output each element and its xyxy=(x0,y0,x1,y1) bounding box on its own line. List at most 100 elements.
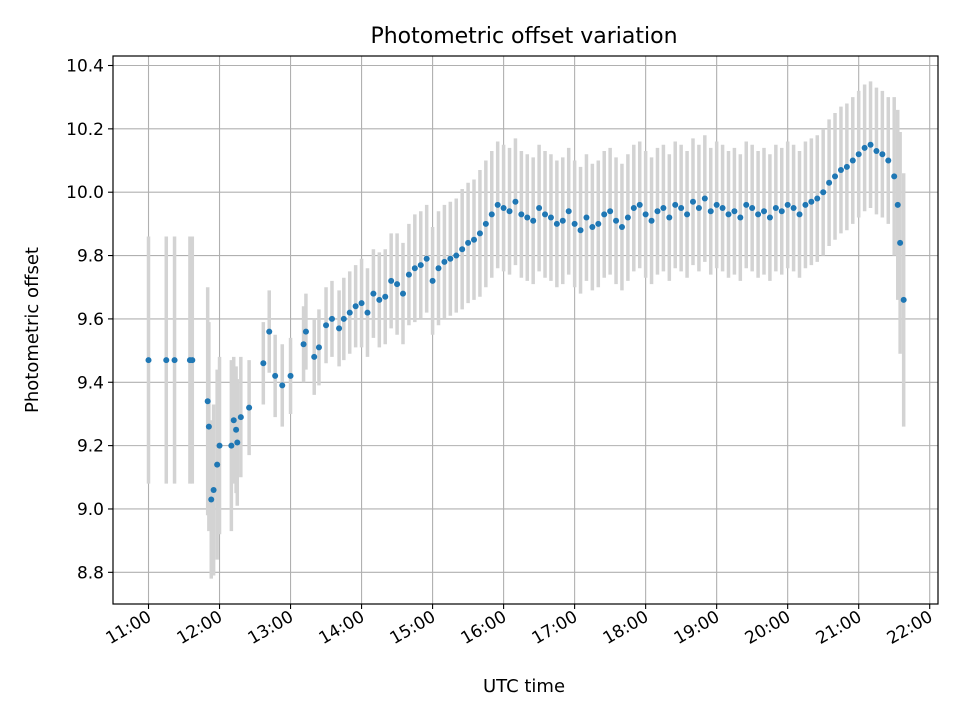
data-point xyxy=(336,325,343,332)
chart-title: Photometric offset variation xyxy=(370,24,677,49)
data-point xyxy=(471,236,478,243)
data-point xyxy=(536,205,543,212)
data-point xyxy=(778,208,785,215)
data-point xyxy=(577,227,584,234)
data-point xyxy=(761,208,768,215)
data-point xyxy=(465,239,472,246)
data-point xyxy=(204,398,211,405)
data-point xyxy=(867,141,874,148)
data-point xyxy=(205,423,212,430)
data-point xyxy=(784,201,791,208)
data-point xyxy=(648,217,655,224)
data-point xyxy=(214,461,221,468)
data-point xyxy=(894,201,901,208)
data-point xyxy=(287,372,294,379)
data-point xyxy=(382,293,389,300)
y-axis-label: Photometric offset xyxy=(22,247,43,413)
data-point xyxy=(163,357,170,364)
y-tick-label: 10.2 xyxy=(66,120,104,140)
data-point xyxy=(855,151,862,158)
data-point xyxy=(230,417,237,424)
data-point xyxy=(630,205,637,212)
data-point xyxy=(624,214,631,221)
data-point xyxy=(323,322,330,329)
data-point xyxy=(725,211,732,218)
data-point xyxy=(879,151,886,158)
data-point xyxy=(512,198,519,205)
data-point xyxy=(672,201,679,208)
data-point xyxy=(237,414,244,421)
data-point xyxy=(429,277,436,284)
data-point xyxy=(524,214,531,221)
data-point xyxy=(636,201,643,208)
data-point xyxy=(488,211,495,218)
data-point xyxy=(743,201,750,208)
data-point xyxy=(701,195,708,202)
data-point xyxy=(642,211,649,218)
data-point xyxy=(423,255,430,262)
data-point xyxy=(246,404,253,411)
y-tick-label: 9.6 xyxy=(77,310,104,330)
data-point xyxy=(370,290,377,297)
data-point xyxy=(459,246,466,253)
data-point xyxy=(302,328,309,335)
data-point xyxy=(613,217,620,224)
data-point xyxy=(589,224,596,231)
data-point xyxy=(666,214,673,221)
data-point xyxy=(553,220,560,227)
y-tick-label: 10.0 xyxy=(66,183,104,203)
data-point xyxy=(900,296,907,303)
data-point xyxy=(272,372,279,379)
data-point xyxy=(208,496,215,503)
data-point xyxy=(518,211,525,218)
data-point xyxy=(376,296,383,303)
y-tick-label: 9.2 xyxy=(77,437,104,457)
data-point xyxy=(654,208,661,215)
data-points xyxy=(145,141,907,503)
data-point xyxy=(660,205,667,212)
data-point xyxy=(233,426,240,433)
data-point xyxy=(861,144,868,151)
data-point xyxy=(565,208,572,215)
data-point xyxy=(885,157,892,164)
data-point xyxy=(802,201,809,208)
data-point xyxy=(707,208,714,215)
data-point xyxy=(618,224,625,231)
data-point xyxy=(595,220,602,227)
data-point xyxy=(189,357,196,364)
y-tick-label: 8.8 xyxy=(77,563,104,583)
data-point xyxy=(352,303,359,310)
data-point xyxy=(311,353,318,360)
data-point xyxy=(171,357,178,364)
data-point xyxy=(453,252,460,259)
data-point xyxy=(832,173,839,180)
data-point xyxy=(766,214,773,221)
data-point xyxy=(300,341,307,348)
data-point xyxy=(897,239,904,246)
data-point xyxy=(820,189,827,196)
data-point xyxy=(441,258,448,265)
data-point xyxy=(340,315,347,322)
data-point xyxy=(506,208,513,215)
data-point xyxy=(266,328,273,335)
data-point xyxy=(583,214,590,221)
data-point xyxy=(891,173,898,180)
data-point xyxy=(542,211,549,218)
data-point xyxy=(790,205,797,212)
data-point xyxy=(405,271,412,278)
y-tick-label: 9.8 xyxy=(77,247,104,267)
data-point xyxy=(843,163,850,170)
data-point xyxy=(755,211,762,218)
data-point xyxy=(547,214,554,221)
data-point xyxy=(315,344,322,351)
y-axis-ticks: 8.8 9.0 9.2 9.4 9.6 9.8 10.0 10.2 10.4 xyxy=(66,57,113,583)
data-point xyxy=(399,290,406,297)
y-tick-label: 9.4 xyxy=(77,373,104,393)
data-point xyxy=(826,179,833,186)
data-point xyxy=(873,148,880,155)
data-point xyxy=(607,208,614,215)
data-point xyxy=(689,198,696,205)
data-point xyxy=(500,205,507,212)
data-point xyxy=(358,300,365,307)
